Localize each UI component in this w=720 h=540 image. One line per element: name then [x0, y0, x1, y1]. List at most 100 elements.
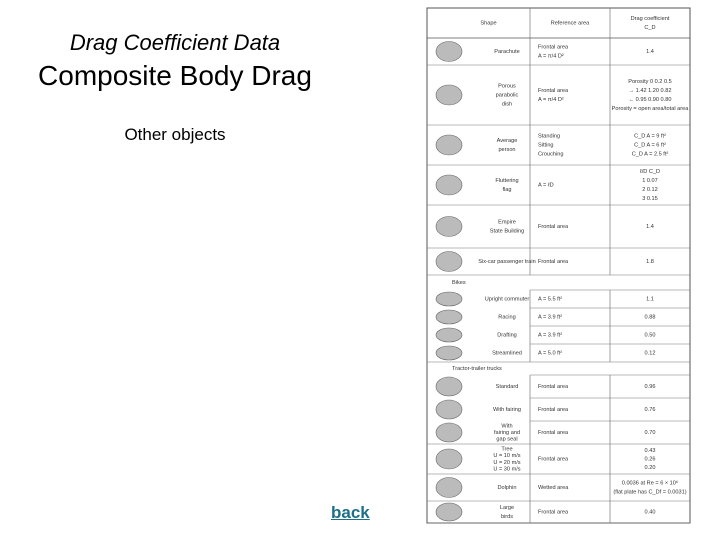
cell-text: With [501, 423, 512, 429]
cell-text: Dolphin [498, 485, 517, 491]
cell-text: A = ℓD [538, 182, 554, 188]
cell-text: Standing [538, 133, 560, 139]
cell-text: 0.12 [645, 350, 656, 356]
cell-text: C_D A = 9 ft² [634, 133, 666, 139]
cell-text: 0.43 [645, 448, 656, 454]
table-border [426, 7, 691, 524]
cell-text: Porosity 0 0.2 0.5 [628, 79, 672, 85]
cell-text: Wetted area [538, 485, 569, 491]
cell-text: Frontal area [538, 407, 569, 413]
shape-icon [435, 216, 463, 237]
cell-text: birds [501, 514, 513, 520]
cell-text: 0.96 [645, 384, 656, 390]
shape-icon [435, 134, 463, 156]
cell-text: → 1.42 1.20 0.82 [629, 88, 672, 94]
cell-text: State Building [490, 228, 525, 234]
cell-text: Crouching [538, 151, 564, 157]
cell-text: 0.20 [645, 465, 656, 471]
cell-text: Frontal area [538, 88, 569, 94]
title: Composite Body Drag [38, 60, 312, 91]
cell-text: U = 20 m/s [493, 460, 520, 466]
cell-text: 0.76 [645, 407, 656, 413]
cell-text: C_D A = 2.5 ft² [632, 151, 669, 157]
cell-text: Large [500, 505, 514, 511]
cell-text: Empire [498, 219, 516, 225]
cell-text: 2 0.12 [642, 187, 658, 193]
cell-text: Frontal area [538, 384, 569, 390]
shape-icon [435, 84, 463, 106]
cell-text: Bikes [452, 280, 466, 286]
cell-text: 0.70 [645, 430, 656, 436]
cell-text: flag [502, 187, 511, 193]
cell-text: Drag coefficient [631, 16, 670, 22]
shape-icon [435, 345, 463, 361]
cell-text: 0.0036 at Re = 6 × 10⁶ [622, 479, 678, 486]
cell-text: 0.50 [645, 332, 656, 338]
cell-text: Frontal area [538, 430, 569, 436]
cell-text: U = 10 m/s [493, 453, 520, 459]
cell-text: Average [497, 138, 518, 144]
cell-text: Reference area [551, 20, 590, 26]
back-link[interactable]: back [331, 503, 370, 522]
cell-text: 1.4 [646, 224, 654, 230]
cell-text: A = π/4 D² [538, 53, 564, 59]
cell-text: 0.88 [645, 314, 656, 320]
cell-text: fairing and [494, 430, 520, 436]
shape-icon [435, 502, 463, 522]
cell-text: A = 3.9 ft² [538, 314, 562, 320]
shape-icon [435, 327, 463, 343]
cell-text: ← 0.95 0.90 0.80 [629, 97, 672, 103]
cell-text: Parachute [494, 49, 520, 55]
shape-icon [435, 174, 463, 196]
shape-icon [435, 251, 463, 272]
cell-text: 1.8 [646, 259, 654, 265]
cell-text: With fairing [493, 407, 521, 413]
cell-text: 0.40 [645, 509, 656, 515]
cell-text: 0.26 [645, 456, 656, 462]
subtitle: Drag Coefficient Data [69, 30, 281, 55]
cell-text: C_D A = 6 ft² [634, 142, 666, 148]
cell-text: Porous [498, 83, 516, 89]
cell-text: Six-car passenger train [478, 259, 536, 265]
cell-text: Frontal area [538, 224, 569, 230]
cell-text: person [498, 147, 515, 153]
shape-icon [435, 291, 463, 307]
shape-icon [435, 309, 463, 325]
shape-icon [435, 376, 463, 397]
cell-text: 1 0.07 [642, 178, 658, 184]
cell-text: A = 5.0 ft² [538, 350, 562, 356]
cell-text: Fluttering [495, 178, 518, 184]
cell-text: Sitting [538, 142, 554, 148]
cell-text: C_D [644, 25, 655, 31]
cell-text: Frontal area [538, 259, 569, 265]
cell-text: Tree [501, 446, 512, 452]
shape-icon [435, 448, 463, 470]
section-label: Other objects [124, 125, 226, 144]
cell-text: Frontal area [538, 509, 569, 515]
cell-text: (flat plate has C_Df = 0.0031) [613, 489, 686, 495]
shape-icon [435, 422, 463, 443]
cell-text: A = 5.5 ft² [538, 296, 562, 302]
cell-text: 1.4 [646, 49, 654, 55]
cell-text: Racing [498, 314, 515, 320]
cell-text: Shape [480, 20, 496, 26]
cell-text: Porosity = open area/total area [612, 106, 690, 112]
cell-text: dish [502, 101, 512, 107]
cell-text: Tractor-trailer trucks [452, 366, 502, 372]
cell-text: Standard [496, 384, 519, 390]
cell-text: Streamlined [492, 350, 522, 356]
cell-text: Frontal area [538, 456, 569, 462]
cell-text: gap seal [496, 437, 517, 443]
cell-text: A = π/4 D² [538, 97, 564, 103]
cell-text: Upright commuter [485, 296, 530, 302]
cell-text: 3 0.15 [642, 196, 658, 202]
shape-icon [435, 41, 463, 62]
cell-text: Frontal area [538, 44, 569, 50]
cell-text: U = 30 m/s [493, 466, 520, 472]
cell-text: 1.1 [646, 296, 654, 302]
cell-text: Drafting [497, 332, 517, 338]
shape-icon [435, 477, 463, 498]
cell-text: ℓ/D C_D [640, 169, 660, 175]
